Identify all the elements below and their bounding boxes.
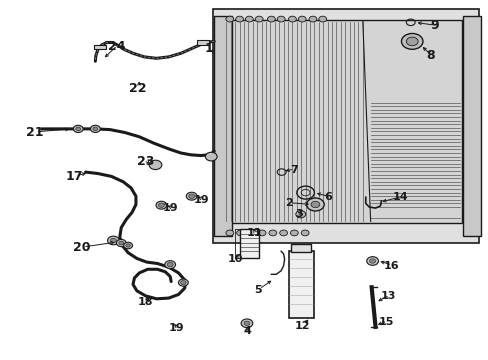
Circle shape (107, 236, 119, 245)
Circle shape (406, 37, 417, 46)
Circle shape (366, 257, 378, 265)
Text: 9: 9 (429, 19, 438, 32)
Text: 23: 23 (137, 155, 154, 168)
Circle shape (73, 125, 83, 132)
Bar (212, 9, 478, 243)
Text: 16: 16 (383, 261, 398, 271)
Bar (213, 16, 232, 236)
Text: 22: 22 (129, 82, 146, 95)
Circle shape (401, 33, 422, 49)
Text: 8: 8 (425, 49, 434, 62)
Circle shape (245, 16, 253, 22)
Text: 5: 5 (254, 285, 262, 295)
Circle shape (205, 152, 217, 161)
Text: 7: 7 (289, 165, 297, 175)
Circle shape (369, 259, 375, 263)
Bar (462, 16, 480, 236)
Circle shape (241, 319, 252, 328)
Circle shape (164, 261, 175, 269)
Bar (94, 45, 106, 49)
Circle shape (116, 239, 126, 247)
Circle shape (180, 281, 185, 285)
Bar (222, 20, 461, 223)
Bar (197, 40, 208, 45)
Text: 19: 19 (193, 195, 209, 205)
Circle shape (318, 16, 326, 22)
Text: 11: 11 (246, 228, 262, 238)
Text: 12: 12 (294, 321, 309, 331)
Circle shape (268, 230, 276, 236)
Circle shape (279, 230, 287, 236)
Text: 14: 14 (392, 192, 408, 202)
Circle shape (298, 16, 305, 22)
Text: 18: 18 (138, 297, 153, 307)
Text: 20: 20 (73, 241, 91, 254)
Text: 17: 17 (65, 170, 83, 183)
Circle shape (235, 16, 243, 22)
Circle shape (244, 321, 249, 325)
Circle shape (236, 230, 244, 236)
Circle shape (186, 192, 197, 200)
Circle shape (258, 230, 265, 236)
Circle shape (158, 203, 164, 207)
Circle shape (310, 201, 319, 208)
Bar (288, 251, 313, 318)
Text: 1: 1 (204, 42, 213, 55)
Text: 21: 21 (26, 126, 44, 139)
Circle shape (277, 16, 285, 22)
Circle shape (290, 230, 298, 236)
Text: 15: 15 (378, 317, 393, 327)
Circle shape (188, 194, 194, 198)
Circle shape (90, 125, 100, 132)
Circle shape (225, 230, 233, 236)
Circle shape (126, 244, 130, 247)
Text: 24: 24 (107, 40, 125, 53)
Circle shape (93, 127, 98, 131)
Circle shape (149, 160, 162, 170)
Circle shape (178, 279, 188, 286)
Circle shape (288, 16, 296, 22)
Circle shape (255, 16, 263, 22)
Text: 19: 19 (168, 323, 183, 333)
Circle shape (267, 16, 275, 22)
Circle shape (301, 230, 308, 236)
Text: 13: 13 (380, 291, 396, 301)
Circle shape (110, 238, 116, 243)
Circle shape (167, 262, 173, 267)
Circle shape (247, 230, 255, 236)
Bar (239, 229, 259, 258)
Bar (290, 244, 311, 252)
Text: 6: 6 (324, 192, 332, 202)
Text: 3: 3 (295, 209, 303, 219)
Text: 10: 10 (227, 254, 243, 264)
Circle shape (156, 201, 166, 209)
Circle shape (308, 16, 316, 22)
Circle shape (123, 242, 132, 249)
Circle shape (295, 211, 305, 218)
Circle shape (225, 16, 233, 22)
Circle shape (306, 198, 324, 211)
Text: 4: 4 (243, 326, 250, 336)
Text: 19: 19 (162, 203, 178, 213)
Text: 2: 2 (284, 198, 292, 208)
Circle shape (119, 241, 123, 245)
Circle shape (76, 127, 81, 131)
